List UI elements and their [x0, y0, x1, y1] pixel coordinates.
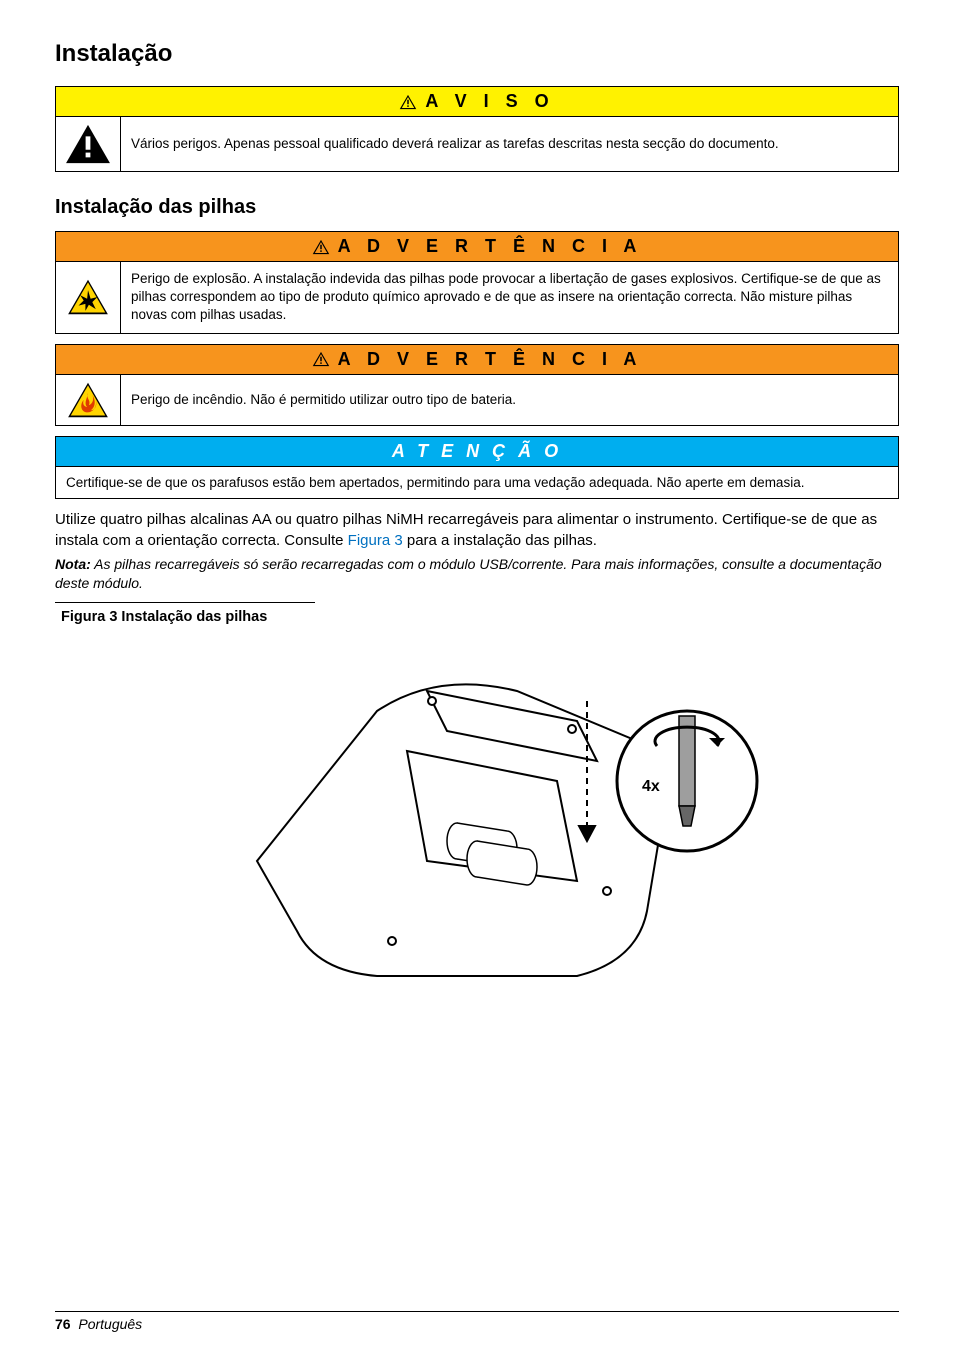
- figure-rule: [55, 602, 315, 603]
- figure-link[interactable]: Figura 3: [348, 532, 403, 549]
- advertencia-1-box: A D V E R T Ê N C I A Perigo de explosão…: [55, 231, 899, 334]
- atencao-header: A T E N Ç Ã O: [56, 437, 898, 467]
- footer-page-number: 76: [55, 1316, 71, 1332]
- advertencia-2-body: Perigo de incêndio. Não é permitido util…: [56, 375, 898, 425]
- advertencia-2-text: Perigo de incêndio. Não é permitido util…: [121, 383, 526, 417]
- battery-install-illustration: 4x: [177, 631, 777, 1011]
- page-footer: 76 Português: [55, 1311, 899, 1332]
- aviso-header: A V I S O: [56, 87, 898, 117]
- note-label: Nota:: [55, 556, 91, 572]
- warning-glyph-icon: [312, 351, 330, 367]
- advertencia-2-header-text: A D V E R T Ê N C I A: [338, 349, 643, 370]
- advertencia-1-body: Perigo de explosão. A instalação indevid…: [56, 262, 898, 333]
- figure-callout-text: 4x: [642, 778, 660, 795]
- warning-triangle-icon: [64, 123, 112, 165]
- atencao-text: Certifique-se de que os parafusos estão …: [56, 467, 898, 498]
- fire-icon: [66, 381, 110, 419]
- figure-caption: Figura 3 Instalação das pilhas: [61, 609, 899, 625]
- explosion-icon: [66, 278, 110, 316]
- section-title: Instalação: [55, 40, 899, 68]
- aviso-box: A V I S O Vários perigos. Apenas pessoal…: [55, 86, 899, 172]
- advertencia-2-box: A D V E R T Ê N C I A Perigo de incêndio…: [55, 344, 899, 426]
- device-illustration-icon: 4x: [177, 631, 777, 1011]
- advertencia-1-text: Perigo de explosão. A instalação indevid…: [121, 262, 898, 333]
- body-paragraph: Utilize quatro pilhas alcalinas AA ou qu…: [55, 509, 899, 551]
- aviso-text: Vários perigos. Apenas pessoal qualifica…: [121, 127, 789, 161]
- figure-area: 4x: [55, 631, 899, 1011]
- advertencia-1-header-text: A D V E R T Ê N C I A: [338, 236, 643, 257]
- note-text: As pilhas recarregáveis só serão recarre…: [55, 556, 882, 591]
- subsection-title: Instalação das pilhas: [55, 196, 899, 219]
- atencao-header-text: A T E N Ç Ã O: [392, 441, 562, 462]
- advertencia-1-header: A D V E R T Ê N C I A: [56, 232, 898, 262]
- note-paragraph: Nota: As pilhas recarregáveis só serão r…: [55, 555, 899, 593]
- advertencia-1-icon-cell: [56, 262, 121, 333]
- footer-language: Português: [78, 1316, 142, 1332]
- aviso-body: Vários perigos. Apenas pessoal qualifica…: [56, 117, 898, 171]
- aviso-header-text: A V I S O: [425, 91, 554, 112]
- body-text-after: para a instalação das pilhas.: [403, 532, 597, 549]
- advertencia-2-header: A D V E R T Ê N C I A: [56, 345, 898, 375]
- aviso-icon-cell: [56, 117, 121, 171]
- atencao-box: A T E N Ç Ã O Certifique-se de que os pa…: [55, 436, 899, 499]
- advertencia-2-icon-cell: [56, 375, 121, 425]
- warning-glyph-icon: [399, 94, 417, 110]
- warning-glyph-icon: [312, 239, 330, 255]
